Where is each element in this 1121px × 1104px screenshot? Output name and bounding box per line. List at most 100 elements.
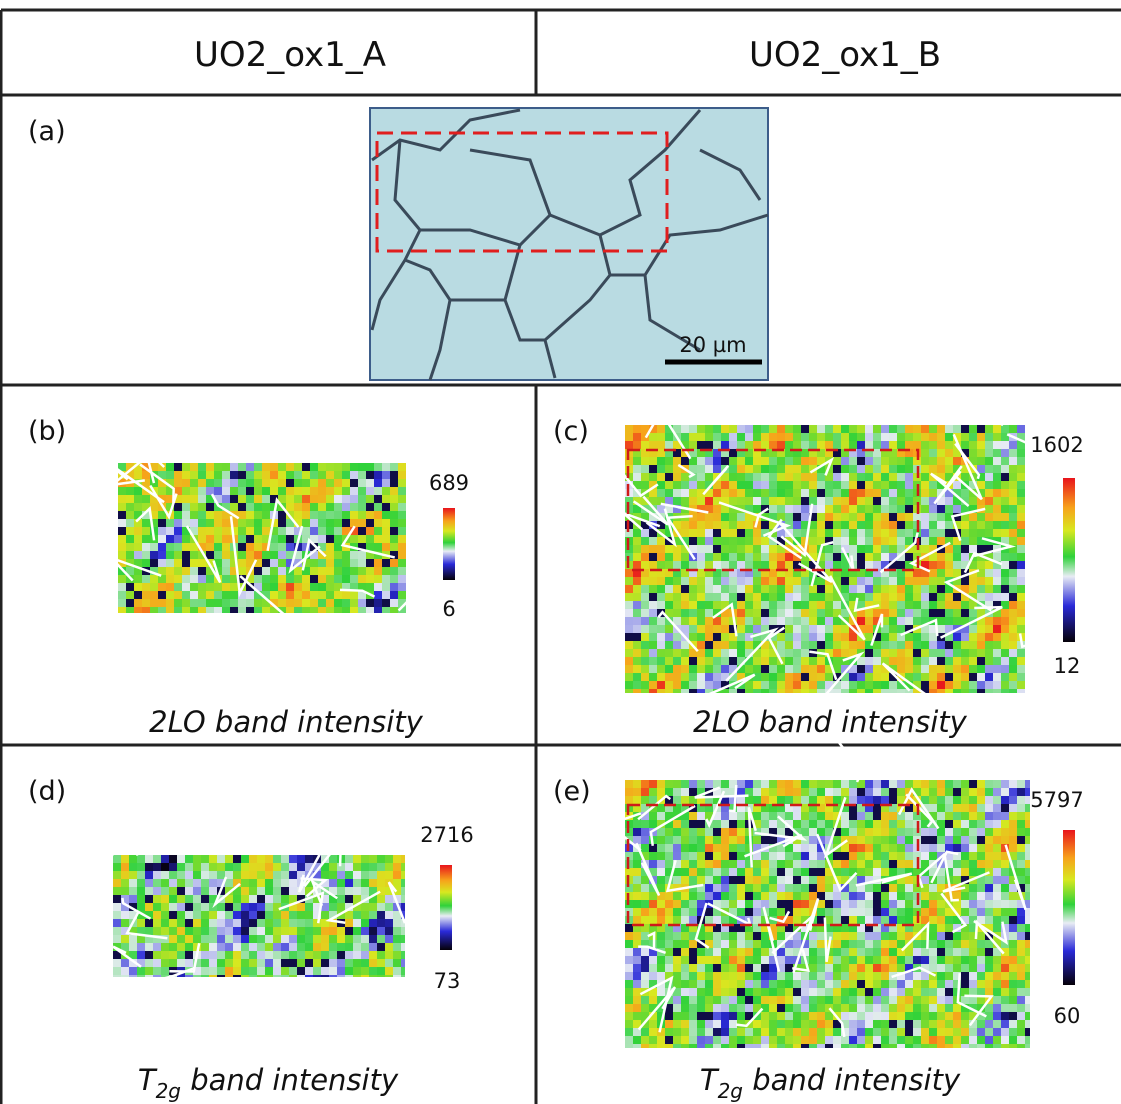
map-pixel: [721, 876, 729, 884]
map-pixel: [825, 489, 833, 497]
map-pixel: [209, 927, 217, 935]
map-pixel: [857, 892, 865, 900]
map-pixel: [729, 1004, 737, 1012]
map-pixel: [657, 625, 665, 633]
map-pixel: [921, 788, 929, 796]
map-pixel: [681, 585, 689, 593]
map-pixel: [121, 871, 129, 879]
map-pixel: [969, 908, 977, 916]
map-pixel: [673, 780, 681, 788]
map-pixel: [129, 895, 137, 903]
map-pixel: [953, 788, 961, 796]
map-pixel: [801, 796, 809, 804]
map-pixel: [849, 804, 857, 812]
map-pixel: [633, 1036, 641, 1044]
map-pixel: [833, 804, 841, 812]
map-pixel: [182, 487, 190, 495]
map-pixel: [697, 828, 705, 836]
map-pixel: [721, 625, 729, 633]
map-pixel: [809, 804, 817, 812]
map-pixel: [801, 441, 809, 449]
map-pixel: [961, 545, 969, 553]
map-pixel: [729, 665, 737, 673]
map-pixel: [289, 935, 297, 943]
map-pixel: [729, 820, 737, 828]
map-pixel: [673, 545, 681, 553]
map-pixel: [257, 895, 265, 903]
map-pixel: [753, 804, 761, 812]
map-pixel: [137, 967, 145, 975]
map-pixel: [1009, 900, 1017, 908]
grain-boundary: [930, 472, 970, 508]
map-pixel: [1017, 844, 1025, 852]
map-pixel: [697, 489, 705, 497]
map-pixel: [289, 871, 297, 879]
map-pixel: [929, 892, 937, 900]
map-pixel: [937, 924, 945, 932]
map-pixel: [953, 916, 961, 924]
map-pixel: [689, 625, 697, 633]
map-pixel: [673, 844, 681, 852]
map-pixel: [897, 481, 905, 489]
map-pixel: [889, 553, 897, 561]
map-pixel: [313, 951, 321, 959]
map-pixel: [809, 828, 817, 836]
map-pixel: [865, 1028, 873, 1036]
map-pixel: [1001, 988, 1009, 996]
map-pixel: [977, 892, 985, 900]
map-pixel: [873, 553, 881, 561]
map-pixel: [649, 916, 657, 924]
map-pixel: [366, 471, 374, 479]
map-pixel: [353, 935, 361, 943]
map-pixel: [230, 591, 238, 599]
map-pixel: [817, 964, 825, 972]
map-pixel: [217, 967, 225, 975]
map-pixel: [737, 972, 745, 980]
map-pixel: [257, 967, 265, 975]
map-pixel: [905, 924, 913, 932]
map-pixel: [142, 471, 150, 479]
map-pixel: [350, 527, 358, 535]
grain-boundary: [301, 537, 327, 571]
map-pixel: [881, 1004, 889, 1012]
map-pixel: [673, 649, 681, 657]
map-pixel: [342, 583, 350, 591]
map-pixel: [697, 868, 705, 876]
map-pixel: [321, 935, 329, 943]
map-pixel: [206, 495, 214, 503]
map-pixel: [881, 956, 889, 964]
map-pixel: [961, 852, 969, 860]
map-pixel: [673, 876, 681, 884]
map-pixel: [817, 625, 825, 633]
map-pixel: [785, 1028, 793, 1036]
map-pixel: [673, 473, 681, 481]
map-pixel: [1017, 804, 1025, 812]
map-pixel: [761, 1044, 769, 1048]
map-pixel: [681, 1036, 689, 1044]
map-pixel: [150, 567, 158, 575]
map-pixel: [390, 543, 398, 551]
map-pixel: [390, 607, 398, 613]
map-pixel: [873, 908, 881, 916]
map-pixel: [310, 503, 318, 511]
map-pixel: [809, 1036, 817, 1044]
map-pixel: [905, 1012, 913, 1020]
grain-boundary: [943, 856, 959, 902]
map-pixel: [721, 473, 729, 481]
map-pixel: [657, 593, 665, 601]
map-pixel: [681, 481, 689, 489]
map-pixel: [262, 591, 270, 599]
map-pixel: [345, 935, 353, 943]
map-pixel: [689, 852, 697, 860]
map-pixel: [713, 617, 721, 625]
map-pixel: [150, 591, 158, 599]
map-pixel: [849, 489, 857, 497]
map-pixel: [225, 879, 233, 887]
map-pixel: [937, 537, 945, 545]
grain-boundary: [1018, 633, 1048, 649]
map-pixel: [313, 959, 321, 967]
map-pixel: [897, 585, 905, 593]
map-pixel: [1001, 585, 1009, 593]
map-pixel: [289, 959, 297, 967]
map-pixel: [793, 940, 801, 948]
